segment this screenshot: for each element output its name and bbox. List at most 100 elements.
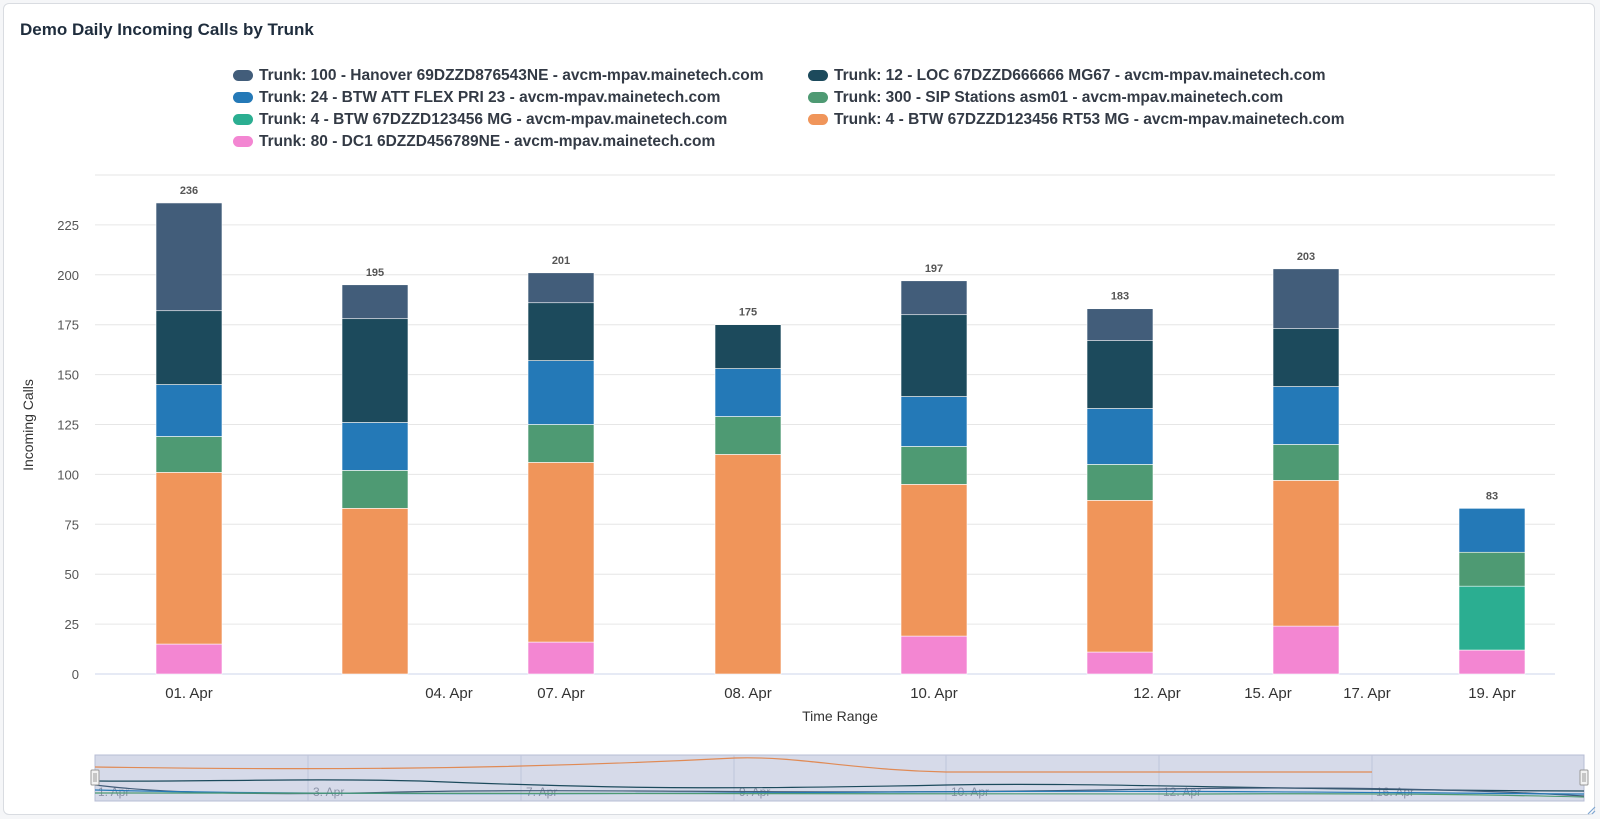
legend-item[interactable]: Trunk: 80 - DC1 6DZZD456789NE - avcm-mpa… xyxy=(233,132,808,151)
bar-segment xyxy=(155,384,223,437)
bar-segment xyxy=(1458,508,1526,553)
bar-segment xyxy=(527,424,595,463)
bar-segment xyxy=(527,272,595,304)
bar-segment xyxy=(900,280,968,316)
bar-segment xyxy=(900,396,968,447)
legend-swatch xyxy=(233,92,253,103)
y-tick-label: 200 xyxy=(57,268,79,283)
x-axis: 01. Apr 04. Apr 07. Apr 08. Apr 10. Apr 12. A… xyxy=(165,685,1516,702)
x-tick-label: 15. Apr xyxy=(1244,685,1292,702)
bar-segment xyxy=(155,472,223,645)
chart-legend: Trunk: 100 - Hanover 69DZZD876543NE - av… xyxy=(233,66,1393,151)
x-tick-label: 10. Apr xyxy=(910,685,958,702)
data-label: 183 xyxy=(1111,291,1129,303)
legend-label: Trunk: 24 - BTW ATT FLEX PRI 23 - avcm-m… xyxy=(259,88,721,106)
legend-swatch xyxy=(808,92,828,103)
legend-item[interactable]: Trunk: 4 - BTW 67DZZD123456 RT53 MG - av… xyxy=(808,110,1393,129)
legend-item[interactable]: Trunk: 100 - Hanover 69DZZD876543NE - av… xyxy=(233,66,808,85)
legend-item[interactable]: Trunk: 4 - BTW 67DZZD123456 MG - avcm-mp… xyxy=(233,110,808,129)
y-tick-label: 75 xyxy=(65,517,79,532)
x-tick-label: 04. Apr xyxy=(425,685,473,702)
data-label: 83 xyxy=(1486,490,1498,502)
bar-segment xyxy=(341,422,409,471)
bar-segment xyxy=(341,318,409,423)
bar-segment xyxy=(1086,408,1154,465)
bar-segment xyxy=(1086,308,1154,341)
navigator-handle-left[interactable] xyxy=(90,769,100,786)
legend-swatch xyxy=(233,70,253,81)
y-axis: 0 25 50 75 100 125 150 175 200 225 xyxy=(57,218,79,682)
bars: 236 195 201 175 197 183 203 83 xyxy=(155,185,1526,675)
y-tick-label: 100 xyxy=(57,467,79,482)
data-label: 195 xyxy=(366,267,384,279)
x-tick-label: 19. Apr xyxy=(1468,685,1516,702)
navigator-series-line xyxy=(94,779,1585,792)
legend-swatch xyxy=(808,114,828,125)
y-tick-label: 150 xyxy=(57,368,79,383)
legend-item[interactable]: Trunk: 24 - BTW ATT FLEX PRI 23 - avcm-m… xyxy=(233,88,808,107)
bar-segment xyxy=(527,360,595,425)
bar-segment xyxy=(527,462,595,643)
bar-segment xyxy=(714,368,782,417)
legend-label: Trunk: 300 - SIP Stations asm01 - avcm-m… xyxy=(834,88,1284,106)
bar-segment xyxy=(1458,649,1526,675)
bar-segment xyxy=(900,446,968,485)
x-tick-label: 08. Apr xyxy=(724,685,772,702)
resize-handle-icon[interactable] xyxy=(1586,805,1596,815)
bar-segment xyxy=(155,643,223,675)
x-axis-title: Time Range xyxy=(802,708,878,724)
bar-segment xyxy=(1272,480,1340,627)
navigator-series-line xyxy=(94,757,1372,773)
y-tick-label: 0 xyxy=(72,667,79,682)
legend-swatch xyxy=(808,70,828,81)
bar-segment xyxy=(1086,651,1154,675)
bar-segment xyxy=(714,454,782,675)
navigator-handle-right[interactable] xyxy=(1579,769,1589,786)
bar-segment xyxy=(1458,551,1526,587)
bar-segment xyxy=(1086,340,1154,409)
y-tick-label: 225 xyxy=(57,218,79,233)
legend-swatch xyxy=(233,114,253,125)
bar-segment xyxy=(341,284,409,320)
y-tick-label: 25 xyxy=(65,617,79,632)
bar-segment xyxy=(714,416,782,455)
x-tick-label: 01. Apr xyxy=(165,685,213,702)
legend-label: Trunk: 12 - LOC 67DZZD666666 MG67 - avcm… xyxy=(834,66,1326,84)
y-axis-title: Incoming Calls xyxy=(20,379,36,471)
x-tick-label: 17. Apr xyxy=(1343,685,1391,702)
bar-segment xyxy=(155,436,223,473)
bar-segment xyxy=(1272,328,1340,387)
navigator-tick-label: 3. Apr xyxy=(313,785,344,799)
legend-swatch xyxy=(233,136,253,147)
bar-segment xyxy=(1086,500,1154,653)
bar-segment xyxy=(341,508,409,675)
x-tick-label: 07. Apr xyxy=(537,685,585,702)
bar-segment xyxy=(155,202,223,312)
x-tick-label: 12. Apr xyxy=(1133,685,1181,702)
y-tick-label: 175 xyxy=(57,318,79,333)
chart-title: Demo Daily Incoming Calls by Trunk xyxy=(20,20,314,39)
bar-segment xyxy=(900,314,968,397)
bar-segment xyxy=(527,302,595,361)
bar-segment xyxy=(900,484,968,637)
bar-segment xyxy=(1272,268,1340,329)
y-tick-label: 125 xyxy=(57,418,79,433)
bar-segment xyxy=(714,324,782,369)
bar-segment xyxy=(341,470,409,509)
bar-segment xyxy=(1458,585,1526,651)
data-label: 201 xyxy=(552,255,570,267)
data-label: 175 xyxy=(739,307,757,319)
data-label: 203 xyxy=(1297,251,1315,263)
bar-segment xyxy=(1272,386,1340,445)
bar-segment xyxy=(1086,464,1154,501)
data-label: 197 xyxy=(925,263,943,275)
y-tick-label: 50 xyxy=(65,567,79,582)
navigator-tick-label: 7. Apr xyxy=(526,785,557,799)
legend-item[interactable]: Trunk: 300 - SIP Stations asm01 - avcm-m… xyxy=(808,88,1393,107)
bar-segment xyxy=(527,641,595,675)
legend-item[interactable]: Trunk: 12 - LOC 67DZZD666666 MG67 - avcm… xyxy=(808,66,1393,85)
bar-segment xyxy=(155,310,223,385)
data-label: 236 xyxy=(180,185,198,197)
navigator: 1. Apr 3. Apr 7. Apr 9. Apr 10. Apr 12. Apr 16… xyxy=(90,754,1589,802)
